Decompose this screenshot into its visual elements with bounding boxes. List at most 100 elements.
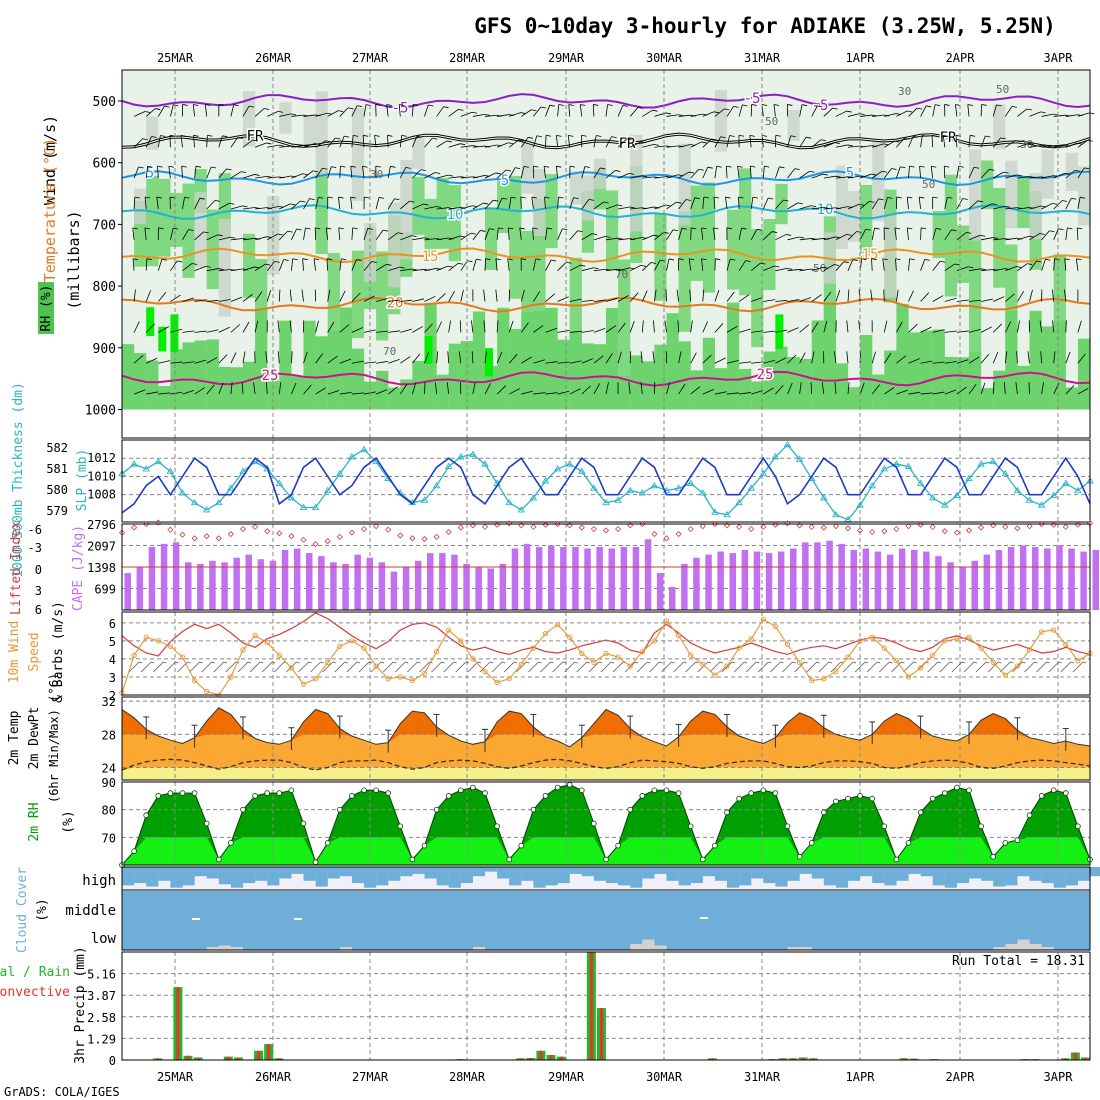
wind-barb-10m <box>866 661 878 673</box>
wind-barb-10m-flag <box>889 661 893 664</box>
wind-barb-flag <box>505 169 512 172</box>
rh2m-point <box>675 790 682 796</box>
dewpoint-fill <box>122 767 1090 780</box>
wind-barb <box>386 104 389 117</box>
wind-speed-point <box>893 658 900 664</box>
wind-barb-flag <box>779 166 785 169</box>
wind-barb <box>593 355 604 364</box>
wind-barb <box>459 320 462 333</box>
li-point <box>965 527 973 534</box>
wind-barb-10m-flag <box>816 661 820 664</box>
wind-barb-flag <box>390 165 396 168</box>
date-label-bottom: 1APR <box>846 1070 876 1084</box>
wind-barb-flag <box>883 143 889 146</box>
precip-convective-bar <box>1083 1057 1087 1060</box>
thickness-point <box>892 460 901 467</box>
wind-barb <box>424 268 437 272</box>
wind-barb-10m <box>516 661 527 673</box>
rh2m-point <box>361 787 367 794</box>
wind-barb <box>170 328 183 333</box>
wind-barb <box>992 104 997 117</box>
wind-barb-10m <box>1000 661 1011 673</box>
wind-barb <box>1041 203 1053 210</box>
cloud-high-bar <box>823 867 836 886</box>
wind-barb <box>690 386 701 395</box>
rh2m-tick-label: 90 <box>102 776 116 790</box>
wind-speed-point <box>651 638 658 644</box>
li-tick-label: 0 <box>35 563 42 577</box>
wind-barb-10m-flag <box>961 661 966 664</box>
wind-speed-point <box>942 638 948 644</box>
cloud-high-bar <box>497 867 510 879</box>
rh-green-patch <box>1017 176 1030 229</box>
wind-barb <box>871 351 876 364</box>
wind-barb <box>351 227 354 240</box>
isotherm-label: 5 <box>846 166 854 182</box>
wind-barb <box>932 228 937 240</box>
wind-barb-10m <box>491 661 503 673</box>
cape-bar <box>209 560 216 610</box>
wind-barb <box>871 170 883 179</box>
wind-barb-flag <box>290 203 296 206</box>
thickness-point <box>311 503 320 510</box>
wind-barb-flag <box>1036 260 1042 263</box>
wind-barb-flag <box>1045 258 1051 261</box>
wind-barb <box>640 382 643 395</box>
wind-barb <box>1052 320 1055 333</box>
thickness-point <box>650 481 659 489</box>
wind-barb <box>1029 233 1040 241</box>
rh-green-patch <box>654 344 667 410</box>
wind-barb-flag <box>797 202 803 205</box>
cape-bar <box>185 562 192 610</box>
wind-barb <box>532 227 534 240</box>
wind-barb <box>277 351 280 364</box>
wind-barb <box>533 106 542 117</box>
wind-barb-10m-flag <box>259 661 264 664</box>
wind-barb <box>387 386 398 395</box>
wind-barb <box>920 135 923 148</box>
thickness-point <box>965 474 973 482</box>
wind-barb-flag <box>720 136 726 139</box>
wind-barb-flag <box>302 258 308 261</box>
thickness-point <box>674 484 683 491</box>
cape-bar <box>983 554 991 610</box>
wind-barb <box>1004 106 1013 117</box>
cloud-high-bar <box>618 867 631 886</box>
wind-barb <box>642 143 655 148</box>
wind-barb <box>810 382 813 395</box>
wind-barb <box>279 203 291 210</box>
cape-bar <box>947 562 954 610</box>
rh2m-tick-label: 70 <box>102 831 116 845</box>
wind-barb <box>241 382 244 395</box>
wind-barb <box>206 166 212 179</box>
cloud-low-bar <box>218 945 231 950</box>
precip-tick-label: 1.29 <box>87 1032 116 1046</box>
ylabel-precip-conv: Convective <box>0 985 70 1000</box>
wind-barb <box>1029 260 1037 271</box>
wind-barb <box>677 320 679 333</box>
wind-barb-10m-flag <box>138 661 143 664</box>
wind-barb <box>1077 112 1090 117</box>
wind-barb <box>448 207 461 210</box>
cape-bar <box>487 568 494 610</box>
wind-barb-10m <box>879 661 890 673</box>
wind-barb-flag <box>277 233 283 236</box>
wind-speed-point <box>361 645 367 651</box>
precip-convective-bar <box>791 1058 795 1060</box>
wind-speed-point <box>385 676 391 682</box>
wind-barb <box>702 321 709 333</box>
wind-barb-flag <box>968 266 974 269</box>
panel-frame <box>121 781 1091 866</box>
rh2m-point <box>506 856 513 863</box>
wind-barb <box>193 135 195 148</box>
wind-barb-flag <box>907 196 913 199</box>
rh-grey-patch <box>569 171 582 205</box>
wind-barb-flag <box>846 233 852 236</box>
wind-barb <box>315 168 323 179</box>
wind-barb <box>1053 351 1056 364</box>
rh2m-point <box>929 795 936 802</box>
ylabel-wind10m-c: & Barbs (m/s) <box>51 601 66 703</box>
rh-grey-patch <box>1029 173 1042 240</box>
cloud-high-bar <box>690 867 703 884</box>
rh2m-point <box>203 820 210 827</box>
